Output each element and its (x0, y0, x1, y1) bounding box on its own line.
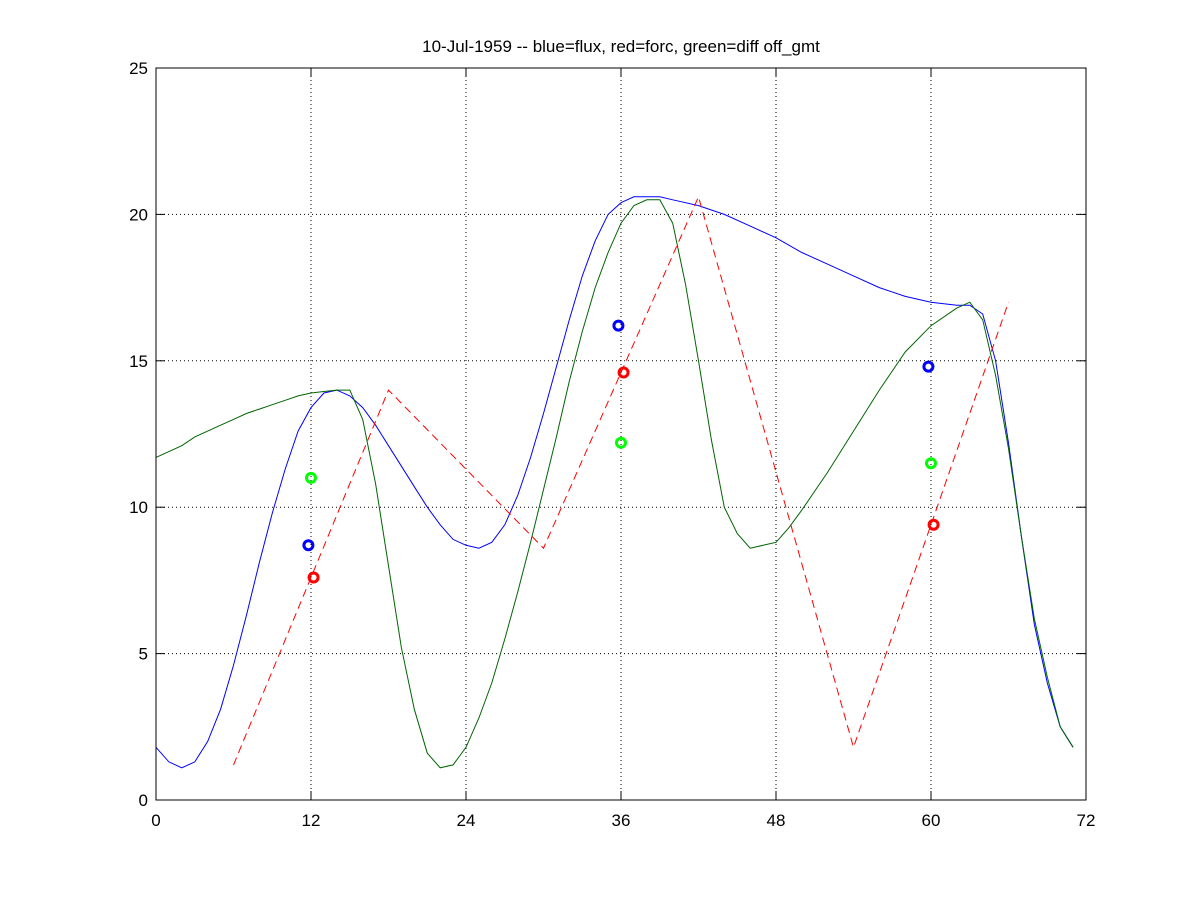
x-tick-label: 72 (1077, 811, 1096, 830)
data-marker-1 (302, 539, 315, 552)
x-tick-label: 0 (151, 811, 160, 830)
x-tick-label: 24 (457, 811, 476, 830)
y-tick-label: 25 (129, 59, 148, 78)
data-marker-2 (927, 518, 940, 531)
data-marker-1 (612, 319, 625, 332)
chart-title: 10-Jul-1959 -- blue=flux, red=forc, gree… (422, 37, 820, 56)
series-line-2 (155, 199, 1074, 769)
y-tick-label: 20 (129, 205, 148, 224)
data-marker-2 (307, 571, 320, 584)
axis-ticks: 0 12 24 36 48 60 72 0 5 10 15 20 25 (129, 59, 1095, 830)
y-tick-label: 15 (129, 352, 148, 371)
data-marker-3 (305, 471, 317, 484)
x-tick-label: 12 (302, 811, 321, 830)
data-marker-3 (925, 457, 937, 470)
data-marker-2 (617, 366, 630, 379)
y-tick-label: 5 (139, 645, 148, 664)
y-tick-label: 10 (129, 498, 148, 517)
y-tick-label: 0 (139, 791, 148, 810)
series-line-3 (233, 195, 1009, 766)
x-tick-label: 48 (767, 811, 786, 830)
data-markers (302, 319, 940, 584)
series-line-1 (155, 196, 1074, 769)
data-marker-1 (922, 360, 935, 373)
series-lines (155, 195, 1074, 769)
grid-lines (156, 68, 1086, 800)
x-tick-label: 36 (612, 811, 631, 830)
x-tick-label: 60 (922, 811, 941, 830)
data-marker-3 (615, 436, 627, 449)
